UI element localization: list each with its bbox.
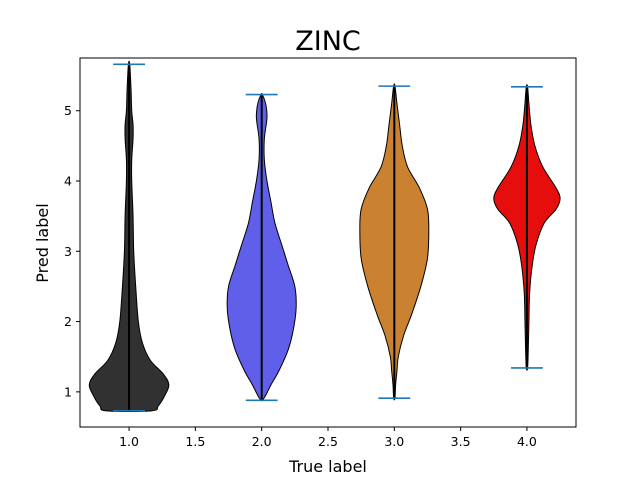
x-tick-label: 4.0 [517,434,537,449]
x-axis-label: True label [288,457,367,476]
y-axis-label: Pred label [33,203,52,282]
y-tick-label: 3 [64,244,72,259]
x-tick-label: 1.5 [185,434,205,449]
chart-title: ZINC [295,26,361,57]
x-tick-label: 1.0 [119,434,139,449]
x-tick-label: 3.0 [384,434,404,449]
x-tick-label: 2.0 [252,434,272,449]
y-axis: 1 2 3 4 5 [64,103,80,399]
plot-area [88,60,561,412]
x-axis: 1.0 1.5 2.0 2.5 3.0 3.5 4.0 [119,427,537,449]
x-tick-label: 3.5 [451,434,471,449]
y-tick-label: 1 [64,384,72,399]
y-tick-label: 5 [64,103,72,118]
y-tick-label: 2 [64,314,72,329]
y-tick-label: 4 [64,174,72,189]
x-tick-label: 2.5 [318,434,338,449]
